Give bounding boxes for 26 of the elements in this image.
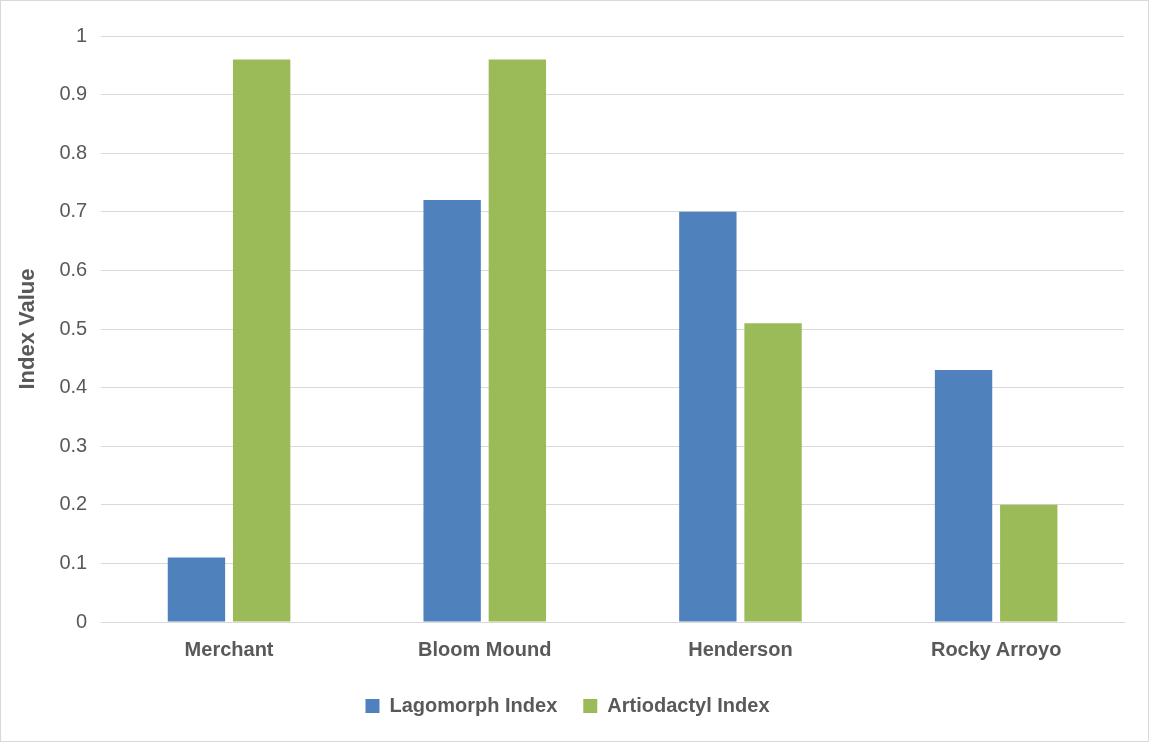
legend-label: Lagomorph Index (389, 693, 558, 716)
x-tick-label: Henderson (688, 637, 793, 660)
y-tick-label: 0.4 (59, 375, 88, 398)
x-tick-label: Merchant (184, 637, 274, 660)
y-tick-label: 0.9 (59, 82, 88, 105)
y-tick-label: 1 (76, 23, 88, 46)
bar (1000, 504, 1058, 622)
bar (423, 200, 481, 622)
bar (167, 557, 226, 622)
legend-label: Artiodactyl Index (607, 693, 770, 716)
y-tick-label: 0.5 (59, 316, 88, 339)
bar (232, 59, 291, 622)
bar (934, 370, 993, 622)
y-tick-label: 0.6 (59, 257, 88, 280)
bar (488, 59, 547, 622)
bar (679, 211, 737, 622)
y-tick-label: 0 (76, 609, 88, 632)
y-tick-label: 0.3 (59, 433, 88, 456)
x-tick-label: Bloom Mound (418, 637, 552, 660)
y-tick-label: 0.7 (59, 199, 88, 222)
y-tick-label: 0.8 (59, 140, 88, 163)
y-tick-label: 0.1 (59, 550, 88, 573)
y-axis-title: Index Value (14, 268, 40, 390)
y-tick-label: 0.2 (59, 492, 88, 515)
bar (744, 323, 802, 622)
x-tick-label: Rocky Arroyo (930, 637, 1062, 660)
